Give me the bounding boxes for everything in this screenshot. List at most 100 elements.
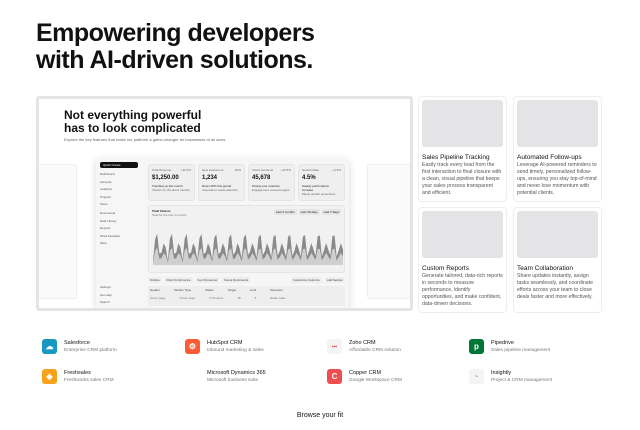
crm-description: Inbound marketing & sales: [207, 348, 264, 353]
visitors-series-mobile: [153, 247, 343, 265]
crm-option[interactable]: ◆ Freshsales Freshworks sales CRM: [42, 369, 114, 384]
chart-title: Total Visitors: [152, 209, 171, 213]
kpi-label: Active Accounts: [252, 168, 274, 172]
kpi-card: Active Accounts +12.5% 45,678 Strong user r…: [248, 164, 295, 201]
table-cell: 5: [254, 296, 257, 300]
crm-description: Enterprise CRM platform: [64, 348, 117, 353]
dashboard-preview: Quick Create Dashboard Lifecycle Analytics…: [96, 158, 349, 308]
sidebar-item: Lifecycle: [100, 179, 112, 184]
kpi-note: Engagement exceed targets: [252, 188, 290, 192]
table-cell: Cover page: [179, 296, 196, 300]
hubspot-crm-logo-icon: ⚙: [185, 339, 200, 354]
crm-option[interactable]: C Copper CRM Google Workspace CRM: [327, 369, 402, 384]
feature-image-placeholder: [422, 211, 503, 258]
kpi-badge: +12.5%: [280, 168, 291, 172]
pipedrive-logo-icon: p: [469, 339, 484, 354]
table-cell: 18: [237, 296, 241, 300]
sections-table: Header Section Type Status Target Limit Revie…: [148, 286, 345, 306]
ghost-dashboard-left: [39, 164, 77, 299]
crm-option[interactable]: ☁ Salesforce Enterprise CRM platform: [42, 339, 117, 354]
feature-card: Custom Reports Generate tailored, data-ri…: [418, 207, 507, 313]
crm-description: Affordable CRM solution: [349, 348, 401, 353]
visitors-chart: Total Visitors Total for the last 3 mont…: [148, 205, 345, 273]
table-header: Header: [150, 288, 160, 292]
sidebar-doc-item: Reports: [100, 226, 111, 230]
showcase-title: Not everything powerful has to look compl…: [64, 108, 202, 135]
documents-label: Documents: [100, 211, 116, 215]
sidebar-doc-item: Word Assistant: [100, 233, 120, 238]
crm-option[interactable]: p Pipedrive Sales pipeline management: [469, 339, 550, 354]
kpi-label: Total Revenue: [152, 168, 172, 172]
section-tab: Focus Documents: [222, 277, 251, 283]
ghost-dashboard-right: [367, 164, 410, 299]
feature-description: Generate tailored, data-rich reports in …: [422, 273, 503, 307]
sidebar-item: Dashboard: [100, 172, 115, 176]
sidebar-bottom-item: Settings: [100, 285, 111, 289]
kpi-card: New Customers -20% 1,234 Down 20% this peri…: [198, 164, 245, 201]
dashboard-sidebar: Quick Create Dashboard Lifecycle Analytics…: [96, 158, 146, 308]
section-tab: Past Performance: [164, 277, 193, 283]
kpi-value: $1,250.00: [152, 175, 179, 181]
kpi-note: Acquisition needs attention: [202, 188, 238, 192]
table-header: Target: [227, 288, 236, 292]
feature-description: Share updates instantly, assign tasks se…: [517, 273, 594, 300]
kpi-value: 45,678: [252, 175, 271, 181]
sidebar-doc-item: More: [100, 241, 107, 245]
kpi-note: Visitors for the last 6 months: [152, 188, 190, 192]
table-cell: Eddie Lake: [270, 296, 286, 300]
zoho-crm-logo-icon: ▪▪▪: [327, 339, 342, 354]
crm-name: Pipedrive: [491, 340, 514, 346]
table-cell: In Process: [209, 296, 224, 300]
sidebar-item: Analytics: [100, 187, 113, 191]
section-tab: Outline: [148, 277, 162, 283]
table-header: Limit: [250, 288, 257, 292]
table-header: Reviewer: [270, 288, 283, 292]
feature-title: Custom Reports: [422, 265, 469, 272]
crm-name: Zoho CRM: [349, 340, 376, 346]
crm-description: Sales pipeline management: [491, 348, 551, 353]
kpi-trend: Strong user retention: [252, 184, 281, 188]
crm-name: HubSpot CRM: [207, 340, 243, 346]
sidebar-doc-item: Data Library: [100, 218, 117, 223]
feature-title: Automated Follow-ups: [517, 154, 582, 161]
feature-card: Team Collaboration Share updates instantl…: [513, 207, 602, 313]
kpi-trend: Steady performance increase: [302, 184, 330, 192]
visitors-area-chart: [153, 233, 343, 265]
crm-name: Copper CRM: [349, 370, 382, 376]
table-cell: Cover page: [150, 296, 166, 300]
browse-your-fit-link[interactable]: Browse your fit: [296, 412, 344, 419]
kpi-badge: +4.5%: [332, 168, 341, 172]
kpi-badge: -20%: [233, 168, 241, 172]
range-button: Last 3 months: [273, 209, 297, 215]
kpi-card: Total Revenue +12.5% $1,250.00 Trending up …: [148, 164, 195, 201]
crm-name: Microsoft Dynamics 365: [207, 370, 266, 376]
copper-crm-logo-icon: C: [327, 369, 342, 384]
table-action: Customize Columns: [290, 277, 322, 283]
sidebar-item: Projects: [100, 194, 111, 199]
feature-description: Leverage AI-powered reminders to send ti…: [517, 162, 597, 196]
crm-option[interactable]: ~ Insightly Project & CRM management: [469, 369, 552, 384]
freshsales-logo-icon: ◆: [42, 369, 57, 384]
crm-name: Freshsales: [64, 370, 91, 376]
feature-image-placeholder: [517, 211, 598, 258]
table-action: Add Section: [324, 277, 345, 283]
crm-description: Google Workspace CRM: [349, 378, 402, 383]
kpi-trend: Down 20% this period: [202, 184, 232, 188]
kpi-card: Growth Rate +4.5% 4.5% Steady performance i…: [298, 164, 345, 201]
feature-image-placeholder: [422, 100, 503, 147]
salesforce-logo-icon: ☁: [42, 339, 57, 354]
crm-option[interactable]: ⚙ HubSpot CRM Inbound marketing & sales: [185, 339, 264, 354]
crm-name: Insightly: [491, 370, 512, 376]
kpi-value: 1,234: [202, 175, 218, 181]
sidebar-item: Team: [100, 202, 108, 206]
microsoft-dynamics-365-logo-icon: [185, 369, 200, 384]
crm-description: Freshworks sales CRM: [64, 378, 114, 383]
crm-option[interactable]: Microsoft Dynamics 365 Microsoft business…: [185, 369, 266, 384]
crm-option[interactable]: ▪▪▪ Zoho CRM Affordable CRM solution: [327, 339, 401, 354]
quick-create-button: Quick Create: [100, 162, 138, 168]
kpi-label: New Customers: [202, 168, 224, 172]
kpi-value: 4.5%: [302, 175, 316, 181]
crm-name: Salesforce: [64, 340, 90, 346]
crm-description: Project & CRM management: [491, 378, 553, 383]
showcase-subtitle: Explore the key features that make our p…: [64, 137, 227, 142]
